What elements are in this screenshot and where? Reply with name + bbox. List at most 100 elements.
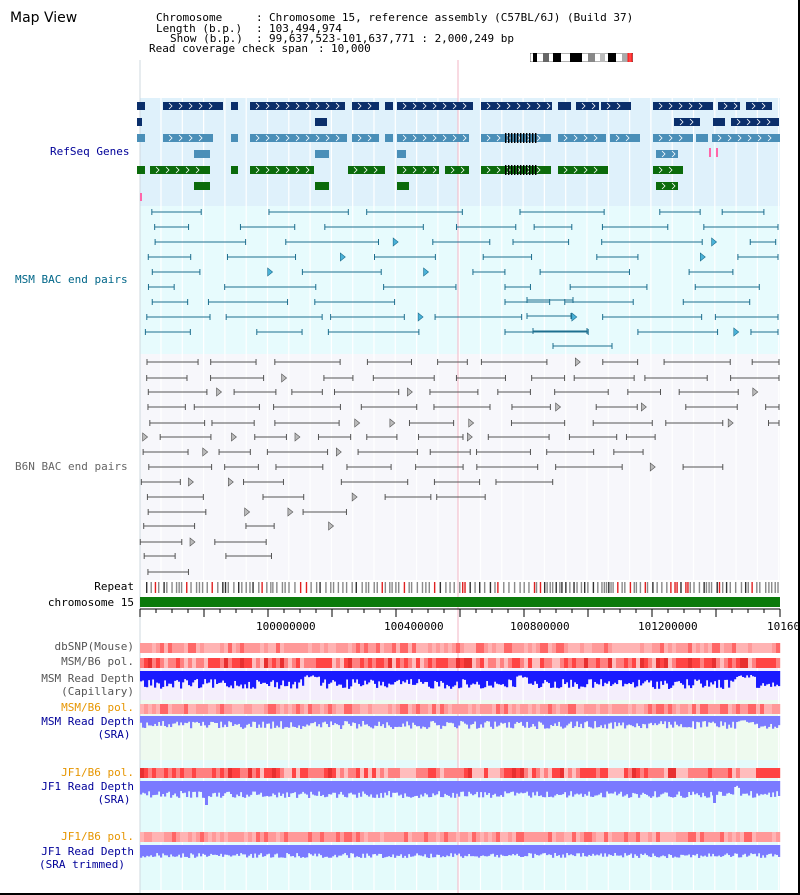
read-depth-bar	[440, 716, 443, 729]
polymorphism-cell	[176, 768, 181, 778]
polymorphism-cell	[764, 832, 769, 842]
read-depth-bar	[468, 671, 471, 688]
track-label-jf1-pol-trim: JF1/B6 pol.	[61, 830, 134, 843]
read-depth-bar	[692, 671, 695, 686]
read-depth-bar	[426, 671, 429, 683]
read-depth-bar	[252, 781, 255, 792]
polymorphism-cell	[260, 658, 265, 668]
polymorphism-cell	[176, 832, 181, 842]
read-depth-bar	[150, 671, 153, 686]
read-depth-bar	[774, 716, 777, 727]
read-depth-bar	[570, 781, 573, 792]
read-depth-bar	[308, 845, 311, 854]
read-depth-bar	[640, 781, 643, 795]
gene-feature	[718, 102, 740, 110]
read-depth-bar	[368, 716, 371, 727]
gene-strand-arrow	[402, 102, 407, 110]
polymorphism-cell	[228, 658, 233, 668]
read-depth-bar	[374, 716, 377, 726]
gene-strand-arrow	[757, 134, 762, 142]
repeat-element	[281, 582, 284, 593]
polymorphism-cell	[668, 768, 673, 778]
read-depth-bar	[378, 716, 381, 722]
read-depth-bar	[354, 781, 357, 795]
polymorphism-cell	[648, 704, 653, 714]
read-depth-bar	[464, 845, 467, 856]
polymorphism-cell	[556, 832, 561, 842]
read-depth-bar	[746, 716, 749, 722]
read-depth-bar	[636, 845, 639, 856]
read-depth-bar	[468, 845, 471, 855]
polymorphism-cell	[604, 704, 609, 714]
read-depth-bar	[176, 671, 179, 681]
read-depth-bar	[360, 781, 363, 797]
polymorphism-cell	[164, 658, 169, 668]
polymorphism-cell	[456, 658, 461, 668]
polymorphism-cell	[188, 704, 193, 714]
read-depth-bar	[342, 671, 345, 688]
read-depth-bar	[750, 781, 753, 792]
repeat-element	[342, 582, 344, 593]
read-depth-bar	[342, 716, 345, 726]
polymorphism-cell	[532, 658, 537, 668]
polymorphism-cell	[548, 658, 553, 668]
read-depth-bar	[310, 845, 313, 855]
polymorphism-cell	[364, 832, 369, 842]
polymorphism-cell	[496, 704, 501, 714]
read-depth-bar	[722, 671, 725, 689]
read-depth-bar	[372, 716, 375, 729]
polymorphism-cell	[388, 643, 393, 653]
read-depth-bar	[396, 845, 399, 856]
read-depth-bar	[756, 671, 759, 688]
polymorphism-cell	[380, 643, 385, 653]
read-depth-bar	[262, 716, 265, 722]
repeat-element	[284, 582, 286, 593]
polymorphism-cell	[396, 768, 401, 778]
read-depth-bar	[210, 716, 213, 722]
read-depth-bar	[570, 716, 573, 722]
read-depth-bar	[744, 671, 747, 678]
polymorphism-cell	[216, 768, 221, 778]
read-depth-bar	[772, 671, 775, 683]
polymorphism-cell	[724, 832, 729, 842]
polymorphism-cell	[700, 704, 705, 714]
read-depth-bar	[760, 716, 763, 727]
b6n-end-marker	[351, 492, 358, 502]
read-depth-bar	[520, 716, 523, 722]
repeat-element	[288, 582, 290, 593]
gene-strand-arrow	[496, 102, 501, 110]
read-depth-bar	[560, 671, 563, 688]
read-depth-bar	[196, 671, 199, 680]
read-depth-bar	[660, 781, 663, 795]
read-depth-bar	[240, 845, 243, 854]
polymorphism-cell	[412, 768, 417, 778]
read-depth-bar	[592, 845, 595, 854]
read-depth-bar	[658, 781, 661, 797]
read-depth-bar	[160, 845, 163, 858]
exon-tick	[526, 165, 528, 175]
read-depth-bar	[192, 716, 195, 722]
chromosome-ideogram[interactable]	[530, 53, 633, 62]
read-depth-bar	[260, 845, 263, 854]
read-depth-bar	[654, 716, 657, 724]
polymorphism-cell	[388, 658, 393, 668]
polymorphism-cell	[304, 704, 309, 714]
polymorphism-cell	[484, 832, 489, 842]
gene-feature	[653, 134, 693, 142]
read-depth-bar	[554, 845, 557, 854]
polymorphism-cell	[280, 643, 285, 653]
repeat-element	[576, 582, 578, 593]
read-depth-bar	[546, 781, 549, 792]
polymorphism-cell	[644, 704, 649, 714]
polymorphism-cell	[376, 704, 381, 714]
read-depth-bar	[708, 671, 711, 687]
polymorphism-cell	[748, 704, 753, 714]
polymorphism-cell	[520, 768, 525, 778]
polymorphism-cell	[732, 704, 737, 714]
gene-strand-arrow	[452, 134, 457, 142]
read-depth-bar	[356, 716, 359, 729]
polymorphism-cell	[744, 832, 749, 842]
read-depth-bar	[634, 781, 637, 794]
read-depth-bar	[160, 671, 163, 689]
